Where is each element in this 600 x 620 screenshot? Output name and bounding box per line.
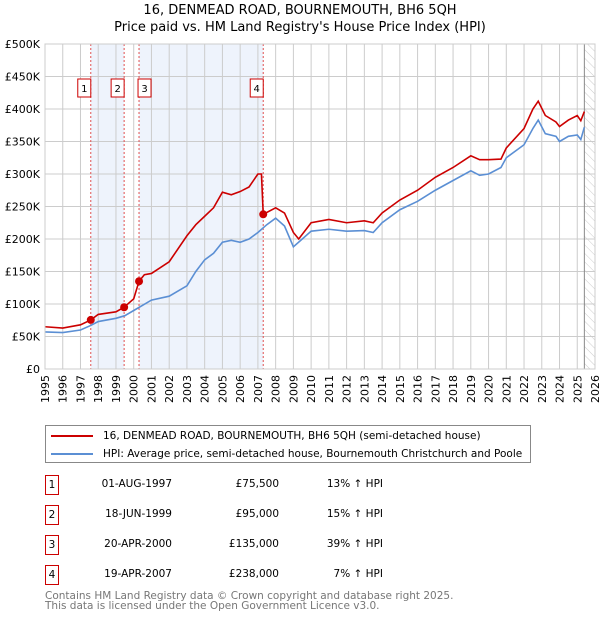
y-tick-label: £400K	[5, 103, 41, 116]
x-tick-label: 2008	[270, 375, 283, 403]
legend-item-property: 16, DENMEAD ROAD, BOURNEMOUTH, BH6 5QH (…	[46, 427, 530, 444]
sale-label-box	[110, 78, 125, 98]
legend-swatch-red	[51, 434, 93, 437]
x-tick-label: 2018	[447, 375, 460, 403]
sale-number-badge: 1	[45, 475, 59, 495]
y-tick-label: £0	[26, 363, 40, 376]
x-tick-label: 2023	[536, 375, 549, 403]
sale-number-badge: 3	[45, 535, 59, 555]
x-tick-label: 2005	[216, 375, 229, 403]
x-tick-label: 2004	[199, 375, 212, 403]
sale-label: 1	[81, 84, 87, 95]
x-tick-label: 2016	[412, 375, 425, 403]
price-chart: 1995 1996 1997 1998 1999 2000 2001 2002 2003 2004…	[5, 38, 600, 403]
x-tick-label: 1997	[74, 375, 87, 403]
sale-price: £135,000	[228, 538, 279, 550]
x-tick-label: 1999	[110, 375, 123, 403]
x-tick-label: 2021	[500, 375, 513, 403]
x-tick-label: 1998	[92, 375, 105, 403]
y-tick-label: £50K	[12, 331, 41, 344]
sale-date: 01-AUG-1997	[101, 478, 172, 490]
sale-hpi-diff: 13% ↑ HPI	[326, 478, 383, 490]
sale-row: 2 18-JUN-1999 £95,000 15% ↑ HPI	[45, 505, 445, 525]
sale-label: 4	[254, 84, 260, 95]
sale-price: £95,000	[235, 508, 279, 520]
sale-point	[120, 303, 129, 312]
legend-label: 16, DENMEAD ROAD, BOURNEMOUTH, BH6 5QH (…	[103, 429, 481, 442]
y-tick-label: £450K	[5, 71, 41, 84]
x-tick-label: 2002	[163, 375, 176, 403]
y-tick-label: £500K	[5, 38, 41, 51]
sale-label-box	[249, 78, 264, 98]
sale-number-badge: 2	[45, 505, 59, 525]
x-tick-label: 2015	[394, 375, 407, 403]
sale-hpi-diff: 7% ↑ HPI	[333, 568, 383, 580]
x-tick-label: 2014	[376, 375, 389, 403]
y-tick-label: £100K	[5, 298, 41, 311]
x-tick-label: 2009	[287, 375, 300, 403]
sale-number-badge: 4	[45, 565, 59, 585]
sale-label: 2	[114, 84, 120, 95]
x-tick-label: 2020	[483, 375, 496, 403]
x-tick-label: 2000	[128, 375, 141, 403]
x-tick-label: 2012	[341, 375, 354, 403]
x-tick-label: 2019	[465, 375, 478, 403]
footer-line: Contains HM Land Registry data © Crown c…	[45, 590, 454, 602]
sale-price: £75,500	[235, 478, 279, 490]
legend-label: HPI: Average price, semi-detached house,…	[103, 447, 523, 460]
footer: Contains HM Land Registry data © Crown c…	[45, 590, 454, 612]
x-tick-label: 1996	[57, 375, 70, 403]
legend: 16, DENMEAD ROAD, BOURNEMOUTH, BH6 5QH (…	[45, 425, 531, 463]
legend-item-hpi: HPI: Average price, semi-detached house,…	[46, 445, 530, 462]
chart-title: 16, DENMEAD ROAD, BOURNEMOUTH, BH6 5QH P…	[0, 2, 600, 36]
x-tick-label: 2006	[234, 375, 247, 403]
x-tick-label: 2017	[429, 375, 442, 403]
x-tick-label: 2001	[145, 375, 158, 403]
sale-hpi-diff: 39% ↑ HPI	[326, 538, 383, 550]
sale-point	[259, 210, 268, 219]
x-tick-label: 2024	[554, 375, 567, 403]
y-tick-label: £300K	[5, 168, 41, 181]
footer-line: This data is licensed under the Open Gov…	[45, 600, 380, 612]
x-tick-label: 2007	[252, 375, 265, 403]
sale-date: 20-APR-2000	[104, 538, 172, 550]
y-tick-label: £150K	[5, 266, 41, 279]
sale-price: £238,000	[228, 568, 279, 580]
legend-swatch-blue	[51, 452, 93, 455]
x-tick-label: 2022	[518, 375, 531, 403]
subtitle-line: Price paid vs. HM Land Registry's House …	[114, 20, 486, 35]
x-tick-label: 2025	[571, 375, 584, 403]
x-tick-label: 1995	[39, 375, 52, 403]
x-tick-label: 2026	[589, 375, 600, 403]
y-tick-label: £350K	[5, 136, 41, 149]
hpi-line	[44, 118, 586, 334]
x-tick-label: 2003	[181, 375, 194, 403]
sale-point	[135, 277, 144, 286]
sale-point	[86, 315, 95, 324]
sale-label: 3	[141, 84, 147, 95]
sale-date: 18-JUN-1999	[105, 508, 172, 520]
x-tick-label: 2011	[323, 375, 336, 403]
sale-label-box	[77, 78, 92, 98]
sale-label-box	[137, 78, 152, 98]
title-line: 16, DENMEAD ROAD, BOURNEMOUTH, BH6 5QH	[143, 3, 457, 18]
x-tick-label: 2013	[358, 375, 371, 403]
property-price-line	[44, 99, 586, 329]
sale-date: 19-APR-2007	[104, 568, 172, 580]
y-tick-label: £200K	[5, 233, 41, 246]
sale-row: 1 01-AUG-1997 £75,500 13% ↑ HPI	[45, 475, 445, 495]
sale-row: 4 19-APR-2007 £238,000 7% ↑ HPI	[45, 565, 445, 585]
sale-row: 3 20-APR-2000 £135,000 39% ↑ HPI	[45, 535, 445, 555]
sale-hpi-diff: 15% ↑ HPI	[326, 508, 383, 520]
plot-border	[44, 43, 596, 370]
y-tick-label: £250K	[5, 201, 41, 214]
x-tick-label: 2010	[305, 375, 318, 403]
